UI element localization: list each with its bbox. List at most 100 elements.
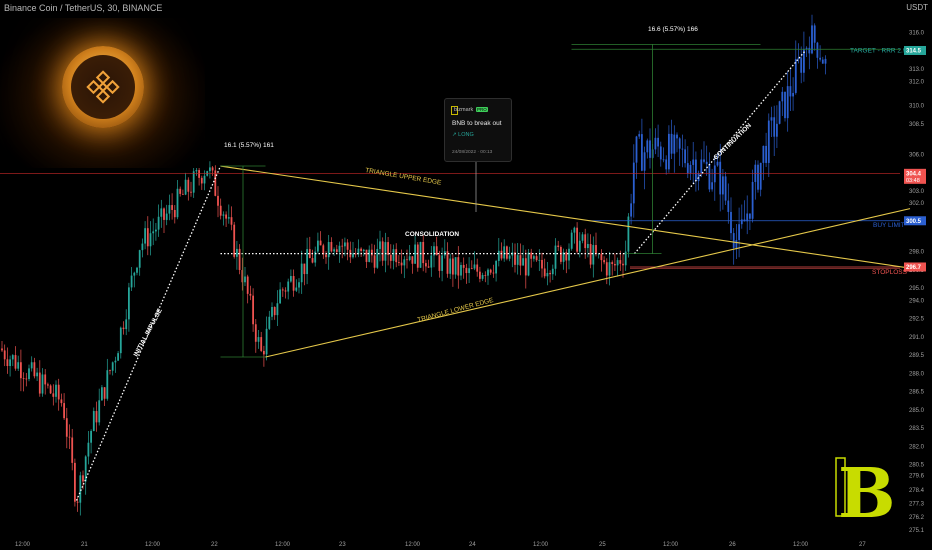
candle-body [306, 249, 308, 275]
x-tick-label: 26 [729, 542, 736, 548]
candle-body [335, 249, 338, 252]
price-label-box [904, 262, 926, 272]
candle-body [138, 250, 141, 268]
candle-body [1, 348, 3, 351]
candle-body [668, 133, 670, 170]
candle-body [776, 123, 778, 137]
author-name[interactable]: bizmark [454, 107, 474, 113]
candle-body [292, 276, 295, 291]
initial-impulse-label: INITIAL IMPULSE [133, 307, 165, 358]
candle-body [160, 208, 163, 217]
candle-body [624, 251, 627, 266]
candle-body [276, 303, 279, 316]
candle-body [25, 378, 28, 380]
candle-body [670, 133, 673, 154]
candle-body [657, 137, 659, 147]
candle-body [238, 248, 241, 271]
candle-body [279, 289, 281, 304]
candle-body [241, 270, 244, 283]
candle-body [416, 244, 419, 268]
candle-body [808, 47, 811, 54]
candle-body [268, 316, 271, 329]
candle-body [287, 281, 290, 292]
candle-body [516, 255, 519, 265]
candle-body [236, 248, 238, 257]
candle-body [705, 161, 708, 165]
y-tick-label: 276.2 [909, 515, 925, 521]
candle-body [662, 159, 665, 161]
candle-body [68, 436, 71, 438]
candle-body [616, 260, 619, 266]
candle-body [700, 159, 703, 174]
candle-body [819, 57, 821, 60]
candle-body [689, 164, 692, 174]
candle-body [522, 258, 524, 266]
candle-body [403, 259, 406, 266]
idea-card[interactable]: bizmark PRO BNB to break out ↗ LONG 24/0… [444, 98, 512, 162]
candle-body [103, 387, 106, 399]
brand-letter: B [838, 454, 895, 534]
candle-body [730, 211, 732, 234]
y-tick-label: 295.0 [909, 286, 925, 292]
candle-body [457, 257, 460, 276]
currency-label: USDT [906, 3, 928, 12]
candle-body [422, 241, 425, 264]
y-tick-label: 275.1 [909, 528, 925, 534]
candle-body [179, 188, 182, 194]
candle-body [411, 256, 414, 264]
candle-body [387, 242, 389, 255]
candle-body [373, 255, 376, 268]
candle-body [789, 86, 792, 97]
candle-body [557, 245, 560, 247]
candle-body [654, 137, 657, 150]
candle-body [632, 162, 635, 204]
candle-body [263, 350, 265, 355]
candle-body [146, 228, 149, 247]
idea-title[interactable]: BNB to break out [452, 120, 502, 127]
x-tick-label: 12:00 [275, 542, 291, 548]
candle-body [400, 262, 403, 266]
candle-body [381, 241, 384, 261]
candle-body [757, 164, 759, 190]
candle-body [460, 264, 462, 276]
candle-body [627, 216, 630, 252]
candle-body [781, 91, 784, 102]
y-tick-label: 306.0 [909, 152, 925, 158]
y-tick-label: 303.0 [909, 189, 925, 195]
candle-body [389, 254, 392, 261]
brand-bar [835, 457, 846, 517]
x-tick-label: 12:00 [533, 542, 549, 548]
candle-body [454, 257, 457, 275]
candle-body [452, 258, 454, 275]
candle-body [678, 138, 681, 149]
candle-body [462, 264, 465, 268]
bnb-logo-icon [86, 70, 120, 104]
candle-body [200, 177, 203, 184]
candle-body [676, 134, 678, 139]
candle-body [578, 240, 581, 252]
candle-body [341, 245, 344, 247]
candle-body [684, 149, 686, 164]
candle-body [821, 59, 824, 64]
price-label-value: 296.7 [906, 265, 922, 271]
candle-body [365, 249, 368, 262]
candle-body [265, 328, 268, 355]
candle-body [122, 327, 125, 330]
candle-body [22, 378, 25, 379]
candle-body [773, 117, 776, 137]
candle-body [63, 403, 65, 419]
y-tick-label: 291.0 [909, 335, 925, 341]
candle-body [225, 214, 227, 219]
candle-body [125, 319, 128, 330]
candle-body [786, 86, 789, 119]
candle-body [813, 25, 816, 43]
candle-body [20, 362, 22, 379]
price-label-box [904, 45, 926, 55]
candle-body [711, 182, 713, 190]
candle-body [176, 188, 179, 218]
candle-body [33, 362, 36, 377]
candle-body [192, 171, 195, 193]
candle-body [732, 233, 735, 248]
candle-body [519, 255, 522, 266]
